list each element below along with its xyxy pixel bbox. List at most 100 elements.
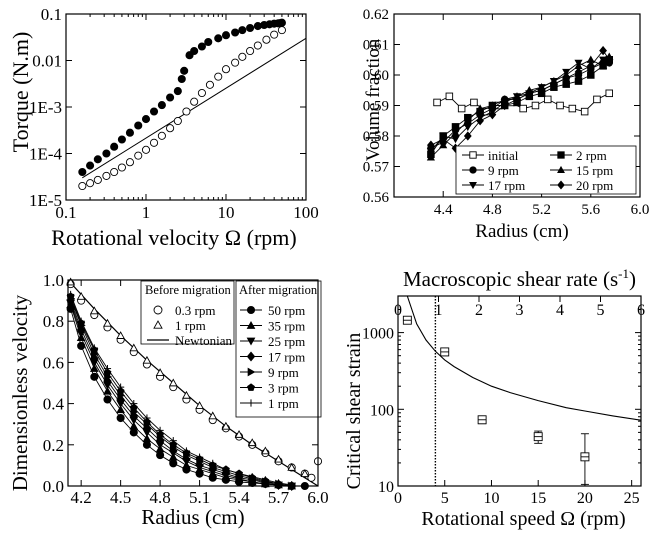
volume-point: [470, 98, 478, 107]
volume-point: [488, 101, 497, 109]
volume-line: [430, 59, 610, 152]
velocity-point: [142, 355, 152, 364]
volume-point: [476, 116, 484, 126]
volume-legend-marker: [469, 151, 477, 159]
torque-point: [102, 149, 111, 158]
velocity-point: [288, 481, 296, 489]
torque-point: [157, 131, 166, 140]
torque-point: [190, 97, 199, 106]
velocity-ytick-label: 1.0: [43, 271, 64, 290]
torque-point: [190, 46, 199, 56]
volume-legend: initial 2 rpm 9 rpm 15 rpm 17 rpm 20 rpm: [455, 145, 637, 195]
velocity-legend-after-label: 50 rpm: [268, 303, 305, 318]
velocity-point: [156, 451, 165, 460]
velocity-point: [130, 400, 138, 408]
velocity-frame: [67, 279, 319, 487]
velocity-series-1: [66, 277, 310, 477]
strain-plot-area: [398, 296, 641, 486]
volume-legend-label: 9 rpm: [488, 163, 519, 178]
volume-point: [605, 55, 614, 65]
torque-frame: [65, 13, 307, 201]
torque-point: [197, 42, 206, 51]
velocity-legend-after-marker: [247, 399, 255, 407]
volume-ytick-label: 0.60: [363, 68, 389, 84]
torque-xtick-label: 10: [218, 203, 235, 222]
torque-ytick-label: 1E-4: [29, 145, 63, 164]
volume-legend-label: 2 rpm: [576, 148, 607, 163]
strain-top-xlabel: Macroscopic shear rate (s-1): [403, 266, 636, 291]
torque-point: [86, 161, 95, 170]
volume-line: [430, 49, 610, 149]
volume-point: [463, 123, 472, 132]
strain-ytick-label: 100: [370, 402, 394, 419]
volume-point: [550, 79, 558, 89]
velocity-legend-after-marker: [246, 305, 256, 315]
volume-point: [574, 77, 583, 85]
velocity-legend-before-label: 0.3 rpm: [175, 303, 215, 318]
velocity-point: [169, 459, 178, 468]
volume-point: [537, 85, 546, 95]
torque-point: [246, 23, 255, 33]
volume-point: [457, 104, 466, 113]
torque-point: [102, 171, 111, 180]
velocity-point: [143, 414, 151, 422]
volume-point: [427, 140, 435, 150]
strain-top-xlabel-close: ): [629, 267, 636, 291]
strain-xtick-label: 15: [530, 490, 546, 507]
volume-point: [531, 101, 540, 110]
torque-point: [277, 26, 286, 35]
torque-point: [238, 52, 247, 61]
strain-point: [580, 433, 590, 485]
volume-point: [599, 45, 607, 56]
velocity-point: [221, 421, 231, 430]
strain-top-xtick-label: 3: [516, 302, 524, 319]
volume-ylabel: Volume fraction: [363, 38, 384, 161]
strain-ylabel: Critical shear strain: [343, 333, 365, 490]
volume-point: [513, 94, 521, 105]
torque-ytick-label: 1E-3: [29, 98, 62, 117]
velocity-ytick-label: 0.8: [43, 312, 64, 331]
strain-top-xlabel-main: Macroscopic shear rate (s: [403, 267, 618, 291]
velocity-legend-after-box: [235, 280, 322, 418]
strain-xtick-label: 10: [483, 490, 499, 507]
volume-legend-marker: [469, 166, 477, 174]
velocity-xtick-label: 5.1: [189, 488, 210, 507]
velocity-point: [103, 364, 112, 373]
velocity-legend-after-marker: [247, 367, 256, 377]
torque-point: [214, 72, 223, 81]
velocity-ytick-label: 0.0: [43, 477, 64, 496]
volume-xtick-label: 4.4: [434, 202, 453, 218]
volume-frame: [393, 13, 641, 198]
volume-point: [599, 56, 608, 64]
velocity-point: [89, 364, 99, 372]
velocity-point: [116, 405, 125, 414]
torque-point: [253, 41, 262, 50]
velocity-xtick-label: 4.5: [110, 488, 131, 507]
velocity-xtick-label: 4.8: [149, 488, 170, 507]
volume-point: [445, 92, 454, 101]
strain-point: [402, 315, 412, 325]
volume-point: [426, 153, 435, 161]
torque-point: [173, 87, 182, 96]
velocity-point: [76, 291, 86, 300]
torque-point: [93, 175, 102, 184]
velocity-point: [116, 413, 125, 423]
strain-xtick-label: 25: [624, 490, 640, 507]
volume-point: [476, 104, 485, 112]
torque-point: [117, 135, 126, 144]
velocity-point: [66, 277, 75, 286]
strain-frame: [397, 295, 642, 487]
torque-point: [238, 26, 247, 35]
velocity-legend-after-label: 9 rpm: [268, 365, 299, 380]
velocity-legend-marker: [153, 320, 163, 329]
strain-top-xtick-label: 5: [597, 302, 605, 319]
torque-point: [110, 167, 119, 177]
velocity-legend-before-title: Before migration: [145, 283, 231, 297]
strain-top-xlabel-sup: -1: [618, 266, 629, 281]
velocity-point: [222, 465, 230, 474]
volume-panel: 4.4 4.8 5.2 5.6 6.0 0.56 0.57 0.58 0.59 0.60 0.61 0…: [363, 7, 649, 242]
torque-point: [221, 31, 231, 40]
